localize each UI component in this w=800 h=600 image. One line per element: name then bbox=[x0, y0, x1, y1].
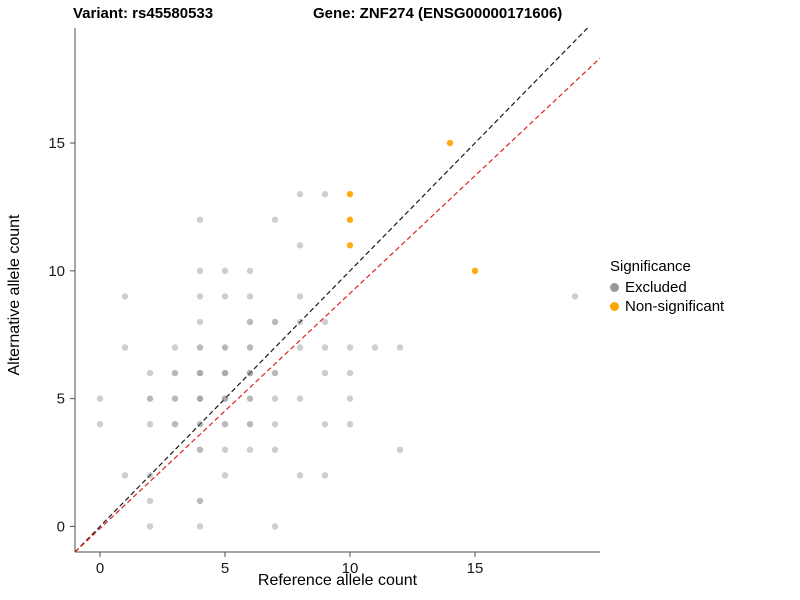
legend-item-excluded: Excluded bbox=[610, 279, 724, 296]
gene-title: Gene: ZNF274 (ENSG00000171606) bbox=[313, 5, 563, 22]
svg-text:5: 5 bbox=[57, 391, 65, 408]
legend-item-non-significant: Non-significant bbox=[610, 298, 724, 315]
non-significant-dot-icon bbox=[610, 302, 619, 311]
svg-text:15: 15 bbox=[48, 135, 65, 152]
svg-text:10: 10 bbox=[342, 560, 359, 577]
excluded-dot-icon bbox=[610, 283, 619, 292]
svg-text:15: 15 bbox=[467, 560, 484, 577]
svg-text:0: 0 bbox=[57, 518, 65, 535]
legend-item-label: Non-significant bbox=[625, 298, 725, 315]
svg-text:10: 10 bbox=[48, 263, 65, 280]
svg-text:5: 5 bbox=[221, 560, 229, 577]
legend: Significance Excluded Non-significant bbox=[610, 258, 724, 317]
legend-item-label: Excluded bbox=[625, 279, 687, 296]
y-axis-title: Alternative allele count bbox=[6, 214, 23, 376]
x-axis-title: Reference allele count bbox=[257, 572, 418, 589]
legend-title: Significance bbox=[610, 258, 691, 275]
svg-text:0: 0 bbox=[96, 560, 104, 577]
variant-title: Variant: rs45580533 bbox=[73, 5, 214, 22]
